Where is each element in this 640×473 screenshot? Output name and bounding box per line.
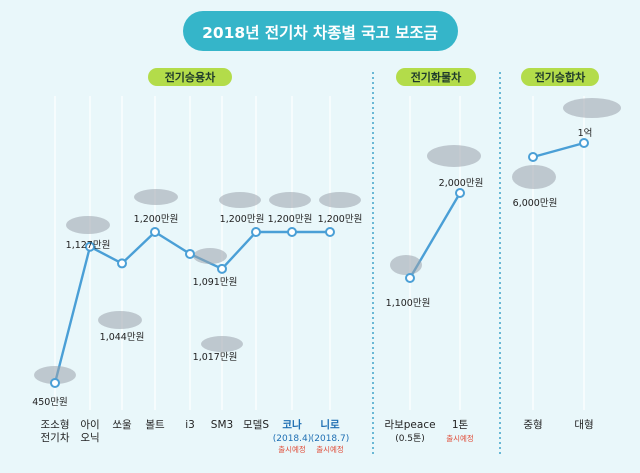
data-point <box>528 152 538 162</box>
data-point <box>217 263 227 274</box>
data-label: 1,200만원 <box>220 214 265 225</box>
tick-label: 볼트 <box>145 419 165 431</box>
data-label: 1,100만원 <box>386 298 431 309</box>
tick-label: 라보peace <box>384 419 435 431</box>
data-point <box>325 227 335 237</box>
vehicle-icon <box>512 165 556 189</box>
tick-label: 아이 <box>80 419 99 431</box>
data-point <box>405 273 415 283</box>
tick-label: 중형 <box>523 419 542 431</box>
data-label: 450만원 <box>32 397 68 408</box>
data-point <box>50 378 60 388</box>
tick-label: 쏘울 <box>112 419 132 431</box>
vehicle-icon <box>134 189 178 205</box>
launch-note: 출시예정 <box>446 433 474 443</box>
data-point <box>150 227 160 237</box>
tick-label: 코나 <box>282 418 302 431</box>
data-point <box>117 258 127 269</box>
tick-label: i3 <box>185 419 195 431</box>
tick-label: 1톤 <box>452 419 469 431</box>
group-pill <box>396 68 476 86</box>
vehicle-icon <box>34 366 76 384</box>
tick-label: 조소형 <box>41 419 70 431</box>
data-label: 1,017만원 <box>193 352 238 363</box>
tick-label: 니로 <box>320 418 340 431</box>
vehicle-icon <box>427 145 481 167</box>
vehicle-icon <box>219 192 261 208</box>
data-label: 1,044만원 <box>100 332 145 343</box>
vehicle-icon <box>390 255 422 275</box>
vehicle-icon <box>201 336 243 352</box>
vehicle-icon <box>563 98 621 118</box>
data-point <box>287 227 297 237</box>
vehicle-icon <box>98 311 142 329</box>
series-line <box>532 141 585 159</box>
tick-sublabel: (2018.4) <box>273 434 312 444</box>
page-title: 2018년 전기차 차종별 국고 보조금 <box>202 23 438 42</box>
tick-label: 오닉 <box>80 432 99 444</box>
vehicle-icon <box>66 216 110 234</box>
vehicle-icon <box>269 192 311 208</box>
data-label: 1,200만원 <box>134 214 179 225</box>
group-pill <box>148 68 232 86</box>
tick-label: SM3 <box>211 419 233 431</box>
tick-sublabel: (0.5톤) <box>395 433 425 444</box>
data-label: 1,127만원 <box>66 240 111 251</box>
vehicle-icon <box>319 192 361 208</box>
data-point <box>85 241 95 252</box>
data-label: 2,000만원 <box>439 178 484 189</box>
launch-note: 출시예정 <box>278 444 306 454</box>
group-label: 전기승합차 <box>535 70 586 84</box>
data-point <box>185 248 195 259</box>
group-pill <box>521 68 599 86</box>
data-label: 6,000만원 <box>513 198 558 209</box>
tick-label: 전기차 <box>41 432 70 444</box>
data-label: 1,200만원 <box>318 214 363 225</box>
data-label: 1,091만원 <box>193 277 238 288</box>
tick-label: 모델S <box>243 419 269 431</box>
launch-note: 출시예정 <box>316 444 344 454</box>
data-label: 1억 <box>578 127 593 139</box>
group-label: 전기승용차 <box>165 70 216 84</box>
tick-sublabel: (2018.7) <box>311 434 350 444</box>
data-label: 1,200만원 <box>268 214 313 225</box>
data-point <box>579 138 589 148</box>
data-point <box>455 188 465 198</box>
group-label: 전기화물차 <box>411 70 462 84</box>
data-point <box>251 227 261 237</box>
title-pill <box>183 11 458 51</box>
tick-label: 대형 <box>574 419 593 431</box>
vehicle-icon <box>193 248 227 264</box>
